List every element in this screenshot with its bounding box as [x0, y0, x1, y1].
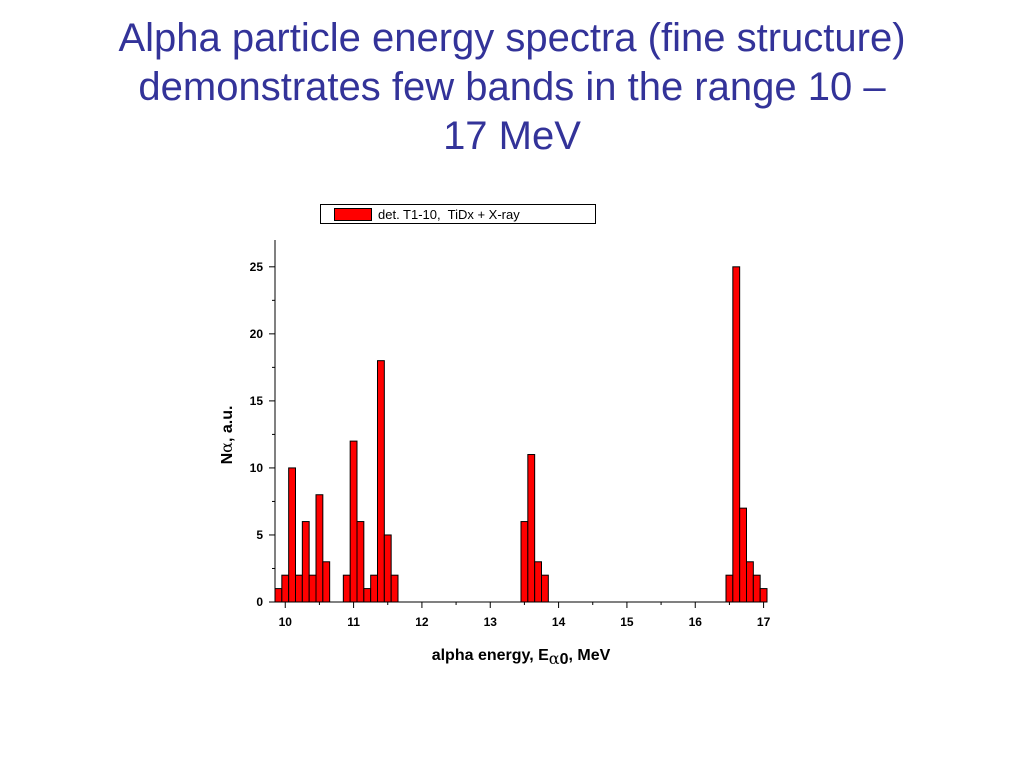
bar: [541, 574, 549, 603]
y-tick-label: 0: [256, 595, 263, 609]
bar: [377, 360, 385, 603]
axes-layer: 0 5 10 15 20 25 10 11 12 13 14 15 16 17: [250, 240, 771, 629]
bar: [520, 521, 529, 603]
x-tick-label: 17: [757, 615, 771, 629]
x-tick-label: 15: [620, 615, 634, 629]
bar: [383, 534, 392, 603]
x-axis-title-suffix: , MeV: [569, 647, 611, 664]
bar: [295, 574, 303, 603]
x-axis-title-subscript: 0: [560, 651, 569, 668]
x-tick-label: 16: [689, 615, 703, 629]
bar: [308, 574, 317, 603]
y-tick-label: 10: [250, 461, 264, 475]
bar: [288, 467, 296, 603]
y-tick-label: 20: [250, 327, 264, 341]
bar: [739, 507, 748, 603]
title-line-2: demonstrates few bands in the range 10 –: [138, 65, 886, 109]
bar: [370, 574, 378, 603]
legend-swatch: [334, 207, 372, 221]
bar: [274, 588, 283, 603]
bars-layer: [274, 266, 768, 603]
bar: [349, 440, 358, 603]
x-axis-title-prefix: alpha energy, E: [432, 647, 549, 664]
bar: [725, 574, 734, 603]
bar: [390, 574, 399, 603]
x-tick-label: 12: [415, 615, 429, 629]
bar: [363, 588, 372, 603]
bar: [301, 521, 310, 603]
y-tick-label: 5: [256, 528, 263, 542]
title-line-3: 17 MeV: [443, 114, 581, 158]
bar: [342, 574, 351, 603]
bar: [759, 588, 768, 603]
y-axis-title-greek: α: [217, 442, 236, 453]
x-tick-label: 14: [552, 615, 566, 629]
bar: [315, 494, 324, 603]
bar: [527, 454, 536, 603]
bar: [752, 574, 761, 603]
y-axis-title-suffix: , a.u.: [219, 406, 236, 442]
x-tick-label: 10: [279, 615, 293, 629]
bar: [534, 561, 543, 603]
chart-legend: det. T1-10, TiDx + X-ray: [320, 204, 596, 224]
y-tick-label: 25: [250, 260, 264, 274]
x-tick-label: 11: [347, 615, 360, 629]
bar: [746, 561, 754, 603]
bar: [356, 521, 365, 603]
title-line-1: Alpha particle energy spectra (fine stru…: [118, 16, 906, 60]
bar: [732, 266, 741, 603]
bar: [281, 574, 290, 603]
slide-title: Alpha particle energy spectra (fine stru…: [30, 14, 994, 161]
legend-label: det. T1-10, TiDx + X-ray: [378, 206, 520, 222]
x-axis-title: alpha energy, Eα0, MeV: [432, 647, 611, 668]
bar: [322, 561, 331, 603]
y-axis-title-prefix: N: [219, 453, 236, 465]
x-axis-title-subscript-greek: α: [549, 649, 560, 668]
y-axis-title: Nα, a.u.: [217, 406, 236, 465]
y-tick-label: 15: [250, 394, 264, 408]
x-tick-label: 13: [484, 615, 498, 629]
